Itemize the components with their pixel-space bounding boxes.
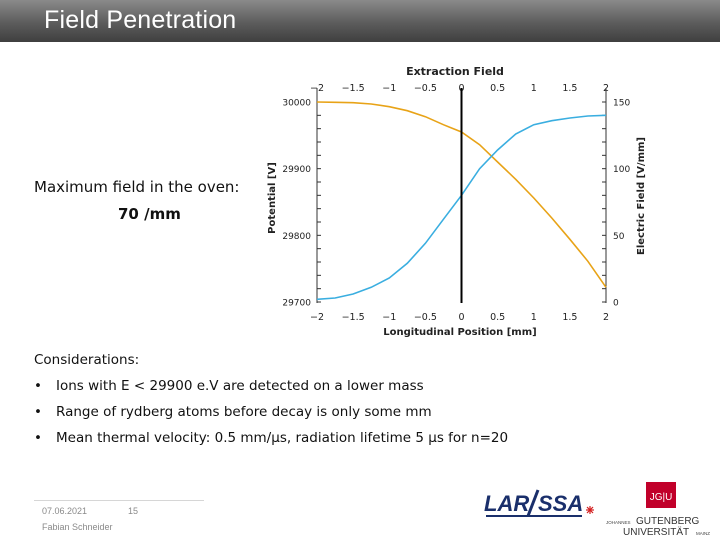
x-bottom-tick-labels: −2 −1.5 −1 −0.5 0 0.5 1 1.5 2: [310, 312, 609, 323]
bullet-icon: •: [34, 378, 42, 394]
jgu-small-right: MAINZ: [696, 531, 710, 536]
x-tick-label-top: −1.5: [342, 83, 365, 94]
x-tick-label-top: 0.5: [490, 83, 505, 94]
bullet-icon: •: [34, 404, 42, 420]
y2-tick-label: 100: [613, 165, 630, 175]
y-right-tick-labels: 0 50 100 150: [613, 99, 630, 309]
list-item-text: Mean thermal velocity: 0.5 mm/µs, radiat…: [56, 430, 509, 446]
jgu-name-top: GUTENBERG: [636, 516, 700, 527]
x-tick-label-top: −0.5: [414, 83, 437, 94]
y2-tick-label: 50: [613, 232, 625, 242]
jgu-name-bottom: UNIVERSITÄT: [623, 526, 689, 538]
list-item: • Mean thermal velocity: 0.5 mm/µs, radi…: [34, 425, 694, 451]
y2-tick-label: 150: [613, 99, 630, 109]
footer-author: Fabian Schneider: [42, 522, 113, 532]
larissa-logo-right: SSA: [538, 491, 583, 516]
jgu-logo: JG|U JOHANNES GUTENBERG UNIVERSITÄT MAIN…: [606, 482, 710, 538]
considerations-block: Considerations: • Ions with E < 29900 e.…: [34, 347, 694, 451]
list-item: • Range of rydberg atoms before decay is…: [34, 399, 694, 425]
x-tick-label-top: 1: [531, 83, 537, 94]
jgu-badge-icon: [646, 482, 676, 508]
title-bar: Field Penetration: [0, 0, 720, 42]
considerations-heading: Considerations:: [34, 352, 140, 368]
list-item: • Ions with E < 29900 e.V are detected o…: [34, 373, 694, 399]
y-tick-label: 29800: [282, 232, 311, 242]
extraction-field-chart: Extraction Field −2 −1.5 −1 −0.5 0 0.5 1 1.5 2 −…: [267, 65, 647, 338]
x-tick-label-bottom: −1.5: [342, 312, 365, 323]
x-tick-label-bottom: 0.5: [490, 312, 505, 323]
laser-burst-icon: [586, 506, 594, 514]
footer-divider: [34, 500, 204, 501]
footer-date: 07.06.2021: [42, 506, 88, 516]
x-tick-label-bottom: −2: [310, 312, 324, 323]
footer-page-number: 15: [128, 506, 139, 516]
x-tick-label-bottom: 1: [531, 312, 537, 323]
x-tick-label-top: 1.5: [562, 83, 577, 94]
list-item-text: Range of rydberg atoms before decay is o…: [56, 404, 432, 420]
larissa-logo: LAR SSA: [484, 489, 594, 517]
jgu-small-left: JOHANNES: [606, 520, 631, 525]
y2-axis-label: Electric Field [V/mm]: [636, 137, 647, 255]
larissa-logo-left: LAR: [484, 491, 529, 516]
x-tick-label-bottom: 2: [603, 312, 609, 323]
slide-title: Field Penetration: [44, 6, 237, 34]
x-tick-label-top: −1: [382, 83, 396, 94]
chart-title: Extraction Field: [406, 65, 504, 78]
axis-minor-ticks: [317, 101, 606, 303]
x-tick-label-bottom: −1: [382, 312, 396, 323]
y-left-tick-labels: 29700 29800 29900 30000: [282, 99, 311, 309]
y-axis-label: Potential [V]: [267, 162, 278, 234]
y-tick-label: 29700: [282, 299, 311, 309]
x-tick-label-bottom: 0: [458, 312, 464, 323]
bullet-icon: •: [34, 430, 42, 446]
x-axis-label: Longitudinal Position [mm]: [383, 327, 536, 338]
y-tick-label: 30000: [282, 99, 311, 109]
oven-field-label: Maximum field in the oven:: [34, 178, 240, 196]
x-tick-label-bottom: −0.5: [414, 312, 437, 323]
jgu-badge-text: JG|U: [650, 492, 673, 503]
larissa-slash-icon: [526, 489, 540, 517]
x-top-tick-labels: −2−1.5−1−0.500.511.52: [310, 83, 609, 94]
list-item-text: Ions with E < 29900 e.V are detected on …: [56, 378, 424, 394]
x-tick-label-bottom: 1.5: [562, 312, 577, 323]
y2-tick-label: 0: [613, 299, 619, 309]
oven-field-value: 70 /mm: [118, 205, 181, 223]
y-tick-label: 29900: [282, 165, 311, 175]
